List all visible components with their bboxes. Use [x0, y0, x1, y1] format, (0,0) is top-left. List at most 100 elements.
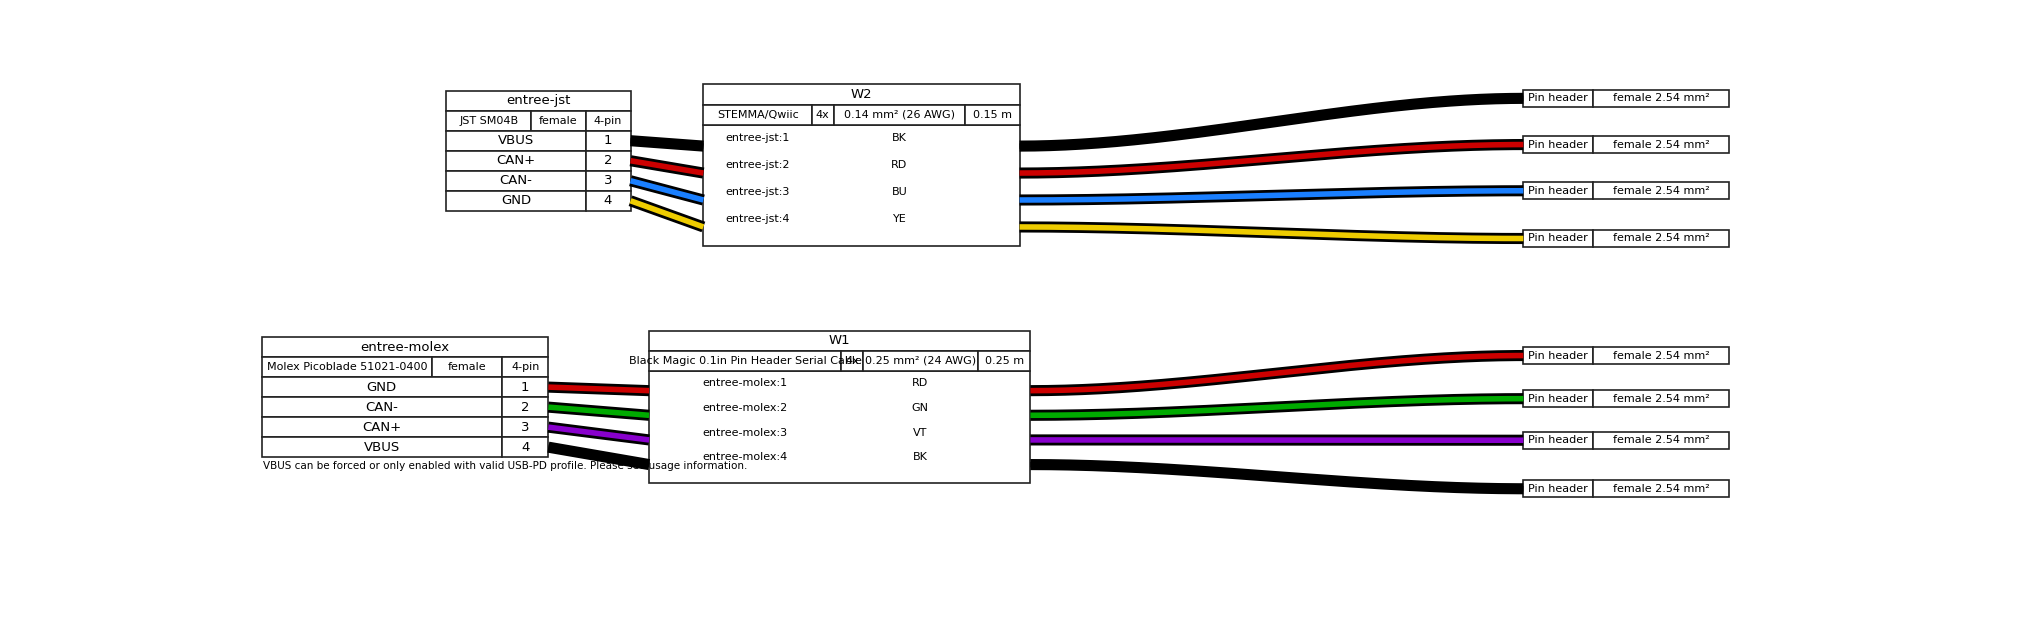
Bar [501, 437, 548, 457]
Text: CAN-: CAN- [365, 401, 398, 413]
Text: RD: RD [911, 378, 928, 388]
Text: RD: RD [891, 160, 907, 170]
Bar [976, 351, 1029, 371]
Text: entree-jst:4: entree-jst:4 [725, 214, 790, 224]
Bar [832, 104, 964, 125]
Text: VT: VT [914, 428, 928, 438]
Text: VBUS: VBUS [497, 134, 534, 147]
Text: JST SM04B: JST SM04B [459, 116, 518, 125]
Text: BK: BK [914, 452, 928, 462]
Text: 0.25 m: 0.25 m [985, 356, 1023, 366]
Text: YE: YE [891, 214, 905, 224]
Text: VBUS can be forced or only enabled with valid USB-PD profile. Please see usage i: VBUS can be forced or only enabled with … [264, 461, 747, 471]
Bar [812, 104, 832, 125]
Bar [840, 351, 863, 371]
Bar [585, 111, 629, 131]
Text: Pin header: Pin header [1527, 435, 1587, 445]
Text: 2: 2 [603, 154, 611, 167]
Bar [964, 104, 1019, 125]
Bar [585, 191, 629, 211]
Text: 4-pin: 4-pin [593, 116, 621, 125]
Text: 4: 4 [603, 195, 611, 207]
Bar [447, 91, 629, 111]
Bar [501, 397, 548, 417]
Bar [1592, 136, 1728, 153]
Text: Pin header: Pin header [1527, 186, 1587, 196]
Bar [650, 331, 1029, 351]
Text: 0.25 mm² (24 AWG): 0.25 mm² (24 AWG) [865, 356, 976, 366]
Bar [447, 171, 585, 191]
Bar [1522, 136, 1592, 153]
Bar [447, 150, 585, 171]
Text: 4x: 4x [844, 356, 859, 366]
Bar [532, 111, 585, 131]
Bar [1592, 230, 1728, 247]
Bar [262, 357, 432, 377]
Bar [1522, 347, 1592, 364]
Text: female 2.54 mm²: female 2.54 mm² [1612, 351, 1709, 360]
Bar [1592, 432, 1728, 449]
Text: entree-molex:1: entree-molex:1 [702, 378, 788, 388]
Text: 1: 1 [520, 381, 530, 394]
Text: BU: BU [891, 187, 907, 197]
Text: 3: 3 [603, 174, 611, 188]
Bar [1592, 480, 1728, 497]
Text: entree-molex: entree-molex [359, 340, 449, 353]
Text: female: female [538, 116, 577, 125]
Text: entree-molex:2: entree-molex:2 [702, 403, 788, 413]
Text: Pin header: Pin header [1527, 93, 1587, 103]
Bar [1592, 182, 1728, 199]
Bar [1592, 390, 1728, 407]
Text: VBUS: VBUS [363, 441, 400, 454]
Text: Pin header: Pin header [1527, 351, 1587, 360]
Bar [1592, 347, 1728, 364]
Bar [585, 150, 629, 171]
Text: 0.14 mm² (26 AWG): 0.14 mm² (26 AWG) [844, 109, 954, 120]
Bar [1522, 90, 1592, 107]
Text: entree-molex:4: entree-molex:4 [702, 452, 788, 462]
Text: female: female [447, 362, 485, 372]
Text: female 2.54 mm²: female 2.54 mm² [1612, 186, 1709, 196]
Text: GND: GND [367, 381, 396, 394]
Text: female 2.54 mm²: female 2.54 mm² [1612, 484, 1709, 493]
Text: female 2.54 mm²: female 2.54 mm² [1612, 140, 1709, 150]
Text: 4-pin: 4-pin [512, 362, 540, 372]
Text: 4: 4 [520, 441, 530, 454]
Bar [1592, 90, 1728, 107]
Text: entree-jst:1: entree-jst:1 [725, 133, 790, 143]
Text: CAN+: CAN+ [361, 420, 402, 434]
Text: 4x: 4x [816, 109, 828, 120]
Text: CAN-: CAN- [499, 174, 532, 188]
Text: entree-jst:2: entree-jst:2 [725, 160, 790, 170]
Text: entree-jst: entree-jst [505, 94, 570, 107]
Bar [702, 125, 1019, 246]
Text: entree-molex:3: entree-molex:3 [702, 428, 788, 438]
Text: CAN+: CAN+ [495, 154, 536, 167]
Bar [262, 397, 501, 417]
Bar [650, 371, 1029, 483]
Bar [863, 351, 976, 371]
Text: GN: GN [911, 403, 928, 413]
Text: entree-jst:3: entree-jst:3 [725, 187, 790, 197]
Bar [262, 437, 501, 457]
Text: 2: 2 [520, 401, 530, 413]
Bar [262, 377, 501, 397]
Bar [702, 104, 812, 125]
Text: STEMMA/Qwiic: STEMMA/Qwiic [717, 109, 798, 120]
Bar [501, 357, 548, 377]
Text: Black Magic 0.1in Pin Header Serial Cable: Black Magic 0.1in Pin Header Serial Cabl… [629, 356, 861, 366]
Text: W1: W1 [828, 335, 851, 348]
Bar [585, 131, 629, 150]
Bar [262, 417, 501, 437]
Bar [447, 191, 585, 211]
Text: Pin header: Pin header [1527, 484, 1587, 493]
Bar [1522, 182, 1592, 199]
Text: female 2.54 mm²: female 2.54 mm² [1612, 435, 1709, 445]
Bar [1522, 432, 1592, 449]
Bar [585, 171, 629, 191]
Text: Pin header: Pin header [1527, 394, 1587, 404]
Bar [447, 111, 532, 131]
Bar [447, 131, 585, 150]
Bar [702, 84, 1019, 104]
Text: GND: GND [501, 195, 530, 207]
